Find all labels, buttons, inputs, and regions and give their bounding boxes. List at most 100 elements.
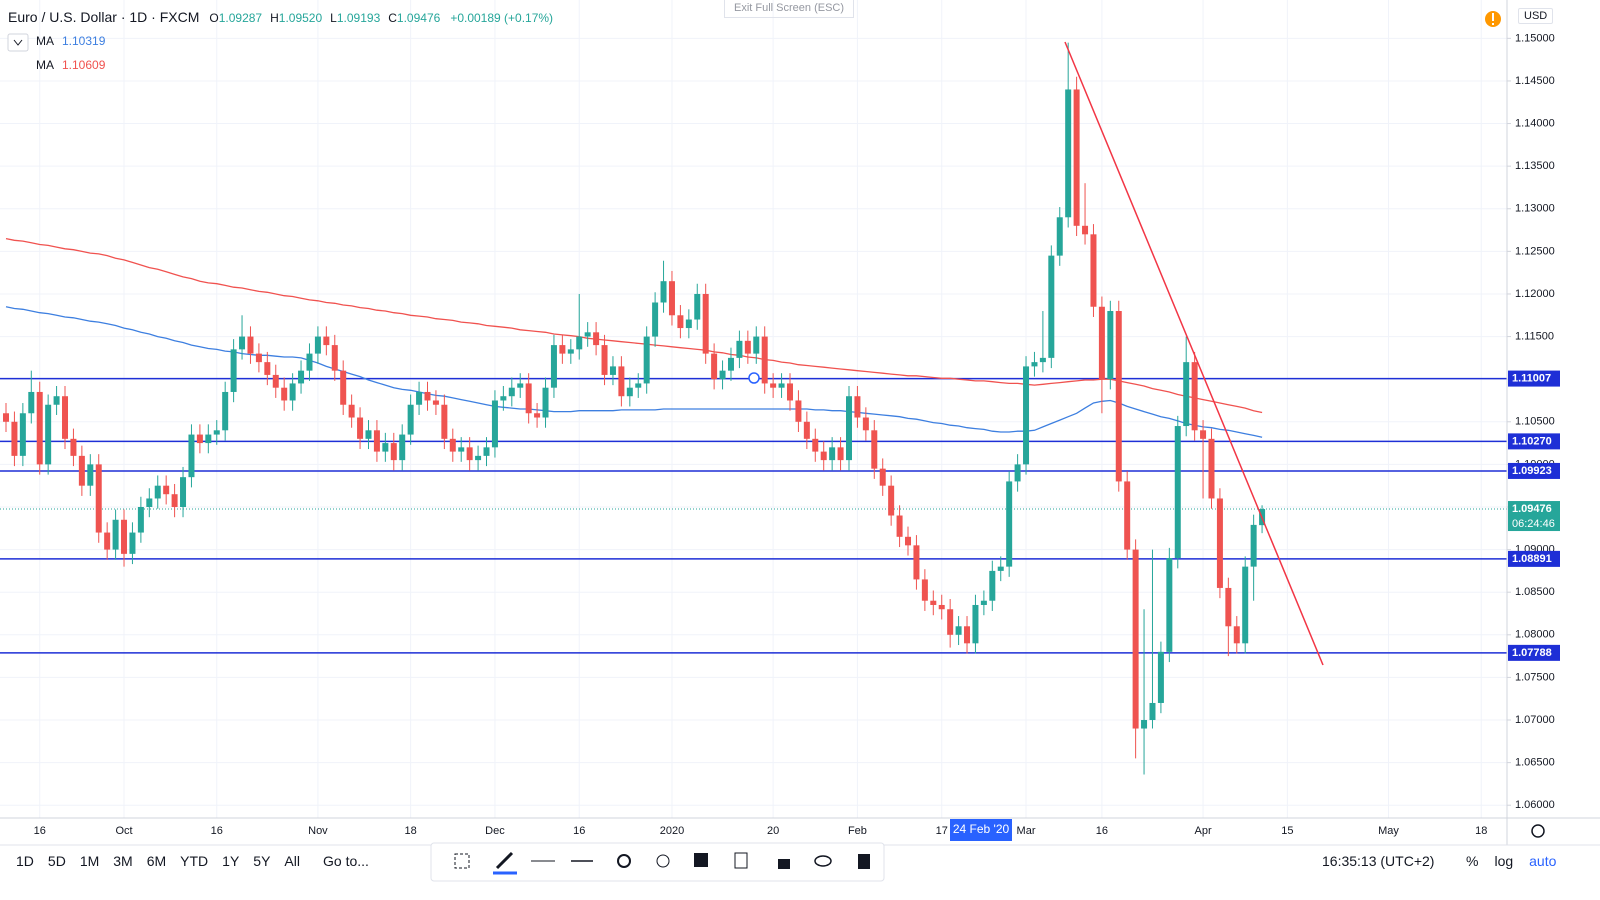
ohlc: O1.09287 H1.09520 L1.09193 C1.09476: [209, 9, 440, 25]
candle-body: [1225, 587, 1232, 627]
candle-body: [331, 345, 338, 371]
candle-body: [980, 600, 987, 605]
candle-body: [289, 383, 296, 401]
candle-body: [1191, 362, 1198, 431]
y-tick-label: 1.13500: [1515, 160, 1555, 172]
candles: [3, 42, 1266, 775]
ohlc-value: 1.09520: [278, 11, 323, 25]
currency[interactable]: USD: [1518, 8, 1554, 24]
range[interactable]: YTD: [180, 853, 209, 869]
candle-body: [1098, 306, 1105, 380]
candle-body: [626, 387, 633, 397]
candle-body: [154, 485, 161, 499]
lock-tool[interactable]: [778, 859, 790, 869]
candle-body: [53, 396, 60, 405]
candle-body: [1216, 498, 1223, 588]
x-tick-label: Dec: [485, 825, 505, 837]
ohlc-value: 1.09476: [396, 11, 441, 25]
level-label-bg: [1508, 550, 1560, 567]
candle-body: [829, 447, 836, 461]
candle-body: [78, 455, 85, 486]
y-tick-label: 1.07500: [1515, 671, 1555, 683]
range[interactable]: 5D: [47, 853, 66, 869]
candle-body: [1124, 481, 1131, 550]
candle-body: [997, 566, 1004, 571]
template-tool[interactable]: [694, 853, 708, 867]
range[interactable]: 5Y: [253, 853, 271, 869]
candle-body: [888, 485, 895, 516]
candle-body: [483, 447, 490, 456]
candle-body: [95, 464, 102, 533]
candle-body: [702, 293, 709, 354]
option[interactable]: auto: [1529, 853, 1557, 869]
candle-body: [1056, 217, 1063, 256]
alert-tool[interactable]: [656, 854, 670, 868]
range[interactable]: 3M: [113, 853, 133, 869]
x-tick-label: 16: [573, 825, 585, 837]
candle-body: [500, 396, 507, 401]
candle-body: [390, 443, 397, 461]
goto[interactable]: Go to...: [323, 853, 369, 869]
candle-body: [1208, 438, 1215, 499]
settings-icon[interactable]: [1531, 824, 1545, 838]
candle-body: [652, 302, 659, 337]
line-handle[interactable]: [748, 372, 760, 384]
range[interactable]: 1M: [79, 853, 100, 869]
candle-body: [407, 404, 414, 435]
x-tick-label: 18: [405, 825, 417, 837]
candle-body: [19, 413, 26, 456]
candle-body: [1250, 524, 1257, 567]
level-label: 1.09923: [1512, 465, 1552, 477]
candle-body: [239, 336, 246, 350]
candle-body: [1090, 234, 1097, 307]
option[interactable]: %: [1466, 853, 1479, 869]
clone-tool[interactable]: [734, 852, 748, 869]
candle-body: [424, 391, 431, 401]
range[interactable]: 1D: [16, 853, 34, 869]
ma-legend[interactable]: MA 1.10609: [36, 58, 105, 72]
trend-line[interactable]: [1064, 41, 1324, 666]
option[interactable]: log: [1494, 853, 1514, 869]
candle-body: [1023, 366, 1030, 465]
candle-body: [432, 400, 439, 405]
x-tick-label: May: [1378, 825, 1399, 837]
range[interactable]: 1Y: [222, 853, 240, 869]
y-tick-label: 1.12000: [1515, 288, 1555, 300]
candle-body: [1200, 430, 1207, 439]
candle-body: [466, 447, 473, 461]
candle-body: [247, 336, 254, 354]
visibility-tool[interactable]: [814, 855, 832, 867]
candle-body: [1141, 720, 1148, 729]
ma-legend[interactable]: MA 1.10319: [36, 34, 105, 48]
candle-body: [28, 391, 35, 414]
candle-body: [129, 532, 136, 554]
candle-body: [947, 609, 954, 635]
select-tool[interactable]: [454, 853, 470, 869]
price-axis-bg: [1507, 0, 1600, 845]
candle-body: [213, 430, 220, 435]
candle-body: [812, 438, 819, 452]
settings-tool[interactable]: [617, 854, 631, 868]
ma-value: 1.10609: [62, 58, 106, 72]
candle-body: [121, 519, 128, 554]
candle-body: [559, 345, 566, 354]
candle-body: [744, 340, 751, 354]
candle-body: [727, 357, 734, 371]
moving-averages: [5, 237, 1263, 438]
candle-body: [736, 340, 743, 358]
y-tick-label: 1.14500: [1515, 75, 1555, 87]
ohlc-value: 1.09287: [218, 11, 263, 25]
candle-body: [196, 434, 203, 444]
ma-name: MA: [36, 58, 54, 72]
crosshair-label-bg: [950, 819, 1012, 841]
x-tick-label: 18: [1475, 825, 1487, 837]
range[interactable]: All: [284, 853, 300, 869]
legend-toggle[interactable]: [7, 33, 29, 52]
exit-fullscreen[interactable]: Exit Full Screen (ESC): [724, 0, 854, 18]
delete-tool[interactable]: [858, 854, 870, 869]
candle-body: [534, 413, 541, 418]
pen-tool[interactable]: [495, 851, 514, 870]
range[interactable]: 6M: [146, 853, 167, 869]
